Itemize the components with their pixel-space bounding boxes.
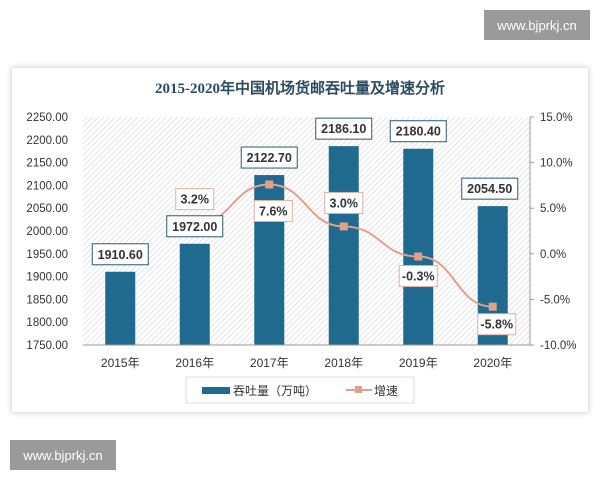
y-left-tick: 2200.00 [26,135,68,147]
legend-line-marker [355,386,362,393]
bar-value-label: 1972.00 [166,215,224,238]
y-right-tick: 15.0% [540,112,573,124]
x-tick: 2018年 [324,356,363,370]
growth-value-label: -0.3% [398,265,438,288]
bar-value-label-text: 2054.50 [467,182,512,196]
bar-value-label: 2186.10 [315,117,373,140]
growth-value-label: 3.0% [324,191,364,214]
y-right-tick: 0.0% [540,249,566,261]
y-left-tick: 2150.00 [26,158,68,170]
legend-line-label: 增速 [374,384,398,398]
x-tick: 2016年 [175,356,214,370]
y-left-tick: 2100.00 [26,180,68,192]
y-left-tick: 1850.00 [26,294,68,306]
bar-value-label: 1910.60 [91,243,149,266]
watermark-bottom: www.bjprkj.cn [10,440,116,470]
bar-value-label-text: 2186.10 [321,122,366,136]
y-left-tick: 1750.00 [26,340,68,352]
y-left-tick: 1900.00 [26,272,68,284]
growth-value-label-text: 7.6% [259,204,288,218]
bar-value-label-text: 1972.00 [172,220,217,234]
bar-1 [179,243,210,345]
plot-area [83,117,530,345]
y-right-tick: -5.0% [540,294,570,306]
bar-value-label: 2180.40 [389,120,447,143]
bar-value-label: 2122.70 [240,146,298,169]
y-right-tick: -10.0% [540,340,576,352]
growth-point-5 [488,302,497,311]
growth-point-4 [414,252,423,261]
growth-value-label: 3.2% [175,188,215,211]
growth-point-3 [339,222,348,231]
x-tick: 2019年 [399,356,438,370]
bar-value-label-text: 2122.70 [247,151,292,165]
growth-value-label-text: -5.8% [480,318,513,332]
watermark-top: www.bjprkj.cn [484,10,590,40]
growth-value-label-text: 3.2% [181,193,210,207]
growth-value-label: 7.6% [253,199,293,222]
y-left-tick: 1950.00 [26,249,68,261]
growth-value-label-text: -0.3% [402,270,435,284]
x-tick: 2015年 [101,356,140,370]
legend-bar-swatch [202,387,230,394]
bar-value-label-text: 1910.60 [98,248,143,262]
bar-3 [328,146,359,345]
y-left-tick: 2050.00 [26,203,68,215]
y-left-tick: 2250.00 [26,112,68,124]
legend-bar-label: 吞吐量（万吨） [233,384,317,398]
x-tick: 2017年 [250,356,289,370]
y-right-tick: 10.0% [540,158,573,170]
y-left-tick: 2000.00 [26,226,68,238]
bar-value-label-text: 2180.40 [396,125,441,139]
legend: 吞吐量（万吨） 增速 [185,376,415,404]
growth-value-label: -5.8% [477,313,517,336]
chart-title: 2015-2020年中国机场货邮吞吐量及增速分析 [155,79,445,97]
growth-point-2 [265,180,274,189]
x-tick: 2020年 [473,356,512,370]
y-right-tick: 5.0% [540,203,566,215]
growth-value-label-text: 3.0% [330,196,359,210]
bar-value-label: 2054.50 [461,177,519,200]
bar-0 [105,271,136,345]
y-left-tick: 1800.00 [26,317,68,329]
bar-4 [403,148,434,345]
